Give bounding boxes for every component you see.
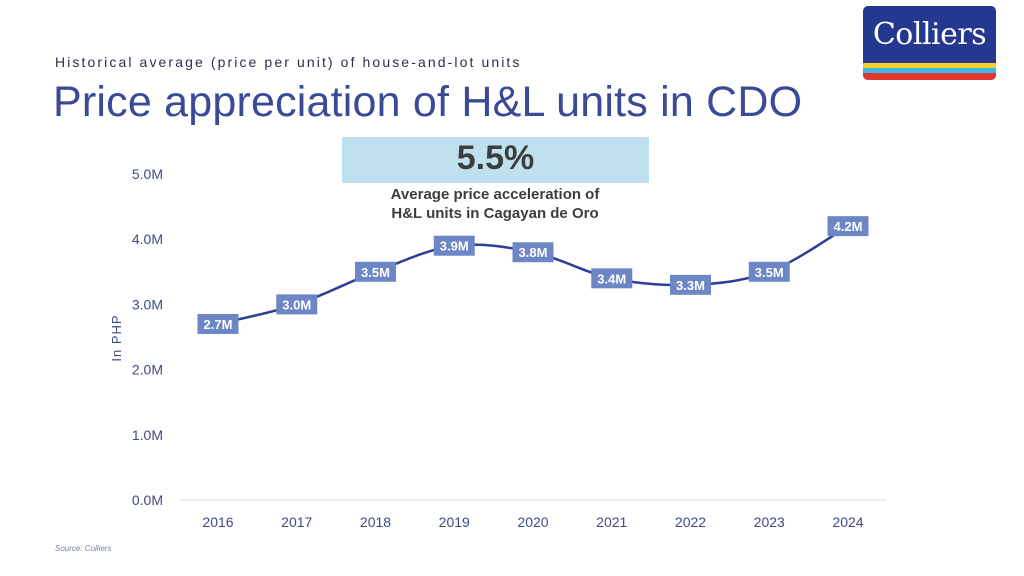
x-tick-label: 2020 — [517, 514, 548, 530]
data-label-text: 3.4M — [597, 271, 626, 286]
y-tick-label: 3.0M — [132, 296, 163, 312]
data-label: 3.8M — [512, 242, 554, 263]
data-label-text: 3.9M — [440, 239, 469, 254]
data-label: 3.4M — [591, 268, 633, 289]
y-tick-label: 1.0M — [132, 427, 163, 443]
data-label: 3.9M — [433, 235, 475, 256]
y-axis-label: In PHP — [109, 314, 124, 361]
data-label: 2.7M — [197, 313, 239, 334]
callout-description-line2: H&L units in Cagayan de Oro — [391, 205, 599, 222]
data-label-box — [433, 235, 475, 256]
callout-description-line1: Average price acceleration of — [390, 186, 600, 203]
x-tick-label: 2021 — [596, 514, 627, 530]
logo-stripe-yellow — [863, 63, 996, 68]
callout-description: Average price acceleration of H&L units … — [330, 185, 660, 223]
logo-text: Colliers — [872, 17, 987, 52]
data-label-box — [670, 274, 711, 295]
colliers-logo: Colliers — [863, 6, 996, 80]
callout-highlight: 5.5% — [342, 137, 649, 183]
x-tick-label: 2024 — [832, 514, 863, 530]
data-label-text: 3.5M — [361, 265, 390, 280]
y-tick-label: 2.0M — [132, 362, 163, 378]
data-label: 3.5M — [355, 261, 396, 282]
data-label-text: 4.2M — [834, 219, 863, 234]
y-tick-label: 4.0M — [132, 231, 163, 247]
data-label-box — [197, 313, 239, 334]
callout-value: 5.5% — [456, 139, 535, 177]
data-labels: 2.7M 3.0M 3.5M 3.9M 3.8M 3.4M 3.3M 3.5M 4.2M — [197, 216, 869, 334]
data-label: 3.0M — [276, 294, 318, 315]
logo-stripe-red — [863, 73, 996, 80]
data-label-text: 2.7M — [204, 317, 233, 332]
data-label-box — [748, 261, 790, 282]
x-tick-label: 2022 — [675, 514, 706, 530]
x-tick-label: 2016 — [202, 514, 233, 530]
data-label-box — [512, 242, 554, 263]
source-note: Source: Colliers — [55, 544, 112, 553]
data-label-box — [827, 216, 869, 237]
logo-stripe-blue — [863, 68, 996, 73]
y-tick-label: 0.0M — [132, 492, 163, 508]
x-tick-label: 2017 — [281, 514, 312, 530]
x-tick-label: 2018 — [360, 514, 391, 530]
data-label-box — [276, 294, 318, 315]
chart-subtitle: Historical average (price per unit) of h… — [55, 54, 522, 70]
data-label-text: 3.5M — [755, 265, 784, 280]
data-label: 4.2M — [827, 216, 869, 237]
data-label-text: 3.0M — [282, 297, 311, 312]
data-label-box — [355, 261, 396, 282]
data-label-box — [591, 268, 633, 289]
x-tick-label: 2023 — [754, 514, 785, 530]
y-tick-label: 5.0M — [132, 166, 163, 182]
data-label-text: 3.3M — [676, 278, 705, 293]
x-axis-ticks: 2016 2017 2018 2019 2020 2021 2022 2023 2024 — [202, 514, 863, 530]
data-label: 3.3M — [670, 274, 711, 295]
y-axis-ticks: 0.0M 1.0M 2.0M 3.0M 4.0M 5.0M — [132, 166, 163, 508]
x-tick-label: 2019 — [439, 514, 470, 530]
page-title: Price appreciation of H&L units in CDO — [53, 78, 803, 126]
data-label: 3.5M — [748, 261, 790, 282]
data-label-text: 3.8M — [519, 245, 548, 260]
